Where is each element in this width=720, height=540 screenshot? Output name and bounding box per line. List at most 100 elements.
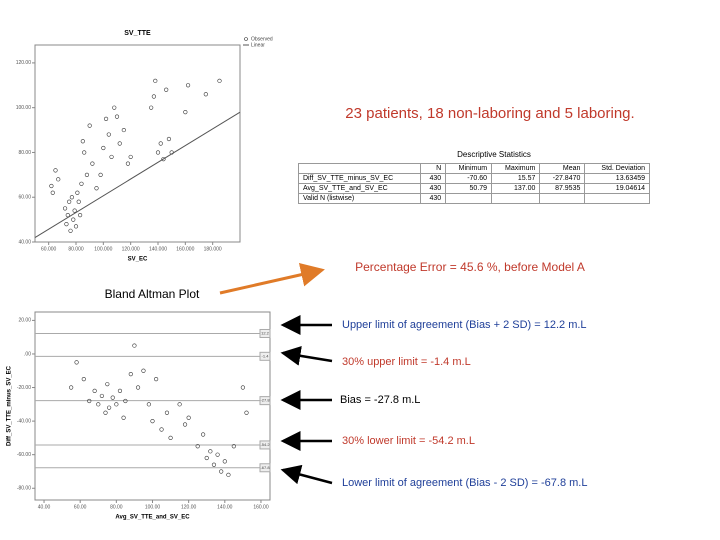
annotation: 30% lower limit = -54.2 m.L bbox=[342, 435, 475, 447]
table-header: N Minimum Maximum Mean Std. Deviation bbox=[298, 163, 650, 174]
reference-box bbox=[259, 440, 271, 450]
point bbox=[99, 393, 104, 399]
stats-table: N Minimum Maximum Mean Std. Deviation Diff_SV… bbox=[298, 163, 650, 204]
point bbox=[183, 110, 188, 115]
point bbox=[146, 402, 151, 407]
table-cell: 430 bbox=[419, 193, 447, 204]
y-tick-label: 40.00 bbox=[18, 239, 31, 245]
point bbox=[121, 415, 126, 420]
point bbox=[168, 435, 173, 440]
point bbox=[74, 360, 79, 365]
table-cell: 430 bbox=[419, 183, 447, 194]
point bbox=[155, 150, 161, 155]
point bbox=[149, 105, 154, 110]
point bbox=[87, 398, 92, 404]
x-tick-label: 100.000 bbox=[94, 246, 112, 252]
point bbox=[103, 116, 109, 121]
table-cell bbox=[445, 193, 493, 204]
header-cell: Maximum bbox=[491, 163, 541, 174]
point bbox=[82, 150, 87, 155]
reference-box bbox=[259, 351, 271, 361]
point bbox=[204, 455, 209, 461]
x-tick-label: 120.000 bbox=[122, 246, 140, 252]
table-cell: Diff_SV_TTE_minus_SV_EC bbox=[298, 173, 421, 184]
arrow bbox=[219, 262, 325, 295]
point bbox=[62, 206, 68, 211]
bland-altman-label: Bland Altman Plot bbox=[105, 287, 200, 301]
y-axis-label: Diff_SV_TTE_minus_SV_EC bbox=[7, 365, 13, 446]
point bbox=[75, 190, 80, 195]
point bbox=[77, 213, 83, 218]
x-tick-label: 40.00 bbox=[38, 504, 51, 510]
x-axis-label: Avg_SV_TTE_and_SV_EC bbox=[115, 515, 190, 521]
y-tick-label: 100.00 bbox=[16, 105, 32, 111]
y-tick-label: -60.00 bbox=[17, 452, 31, 458]
point bbox=[80, 139, 85, 144]
point bbox=[81, 377, 86, 382]
point bbox=[158, 141, 163, 146]
point bbox=[114, 114, 120, 119]
point bbox=[106, 132, 111, 137]
point bbox=[150, 419, 155, 424]
y-tick-label: 120.00 bbox=[16, 60, 32, 66]
point bbox=[231, 444, 236, 449]
point bbox=[105, 382, 110, 387]
point bbox=[69, 385, 74, 390]
point bbox=[186, 415, 191, 420]
table-cell bbox=[584, 193, 650, 204]
x-tick-label: 160.00 bbox=[253, 504, 269, 510]
y-tick-label: -80.00 bbox=[17, 486, 31, 492]
table-row: Valid N (listwise) 430 bbox=[298, 193, 650, 204]
x-tick-label: 180.000 bbox=[204, 246, 222, 252]
point bbox=[114, 402, 119, 407]
point bbox=[50, 190, 55, 195]
x-tick-label: 60.00 bbox=[74, 504, 87, 510]
table-cell: 50.79 bbox=[445, 183, 493, 194]
point bbox=[182, 422, 188, 427]
point bbox=[94, 186, 99, 191]
point bbox=[92, 388, 97, 393]
table-row: Avg_SV_TTE_and_SV_EC 430 50.79 137.00 87.953… bbox=[298, 183, 650, 194]
point bbox=[110, 395, 115, 400]
point bbox=[201, 432, 206, 437]
y-tick-label: .00 bbox=[24, 351, 31, 357]
point bbox=[203, 92, 208, 97]
table-cell bbox=[491, 193, 541, 204]
point bbox=[185, 83, 191, 88]
table-cell: 87.9535 bbox=[539, 183, 586, 194]
point bbox=[132, 343, 137, 348]
point bbox=[84, 172, 90, 177]
point bbox=[64, 221, 69, 227]
table-cell: Avg_SV_TTE_and_SV_EC bbox=[298, 183, 421, 194]
point bbox=[166, 136, 172, 142]
table-row: Diff_SV_TTE_minus_SV_EC 430 -70.60 15.57 -27… bbox=[298, 173, 650, 184]
point bbox=[217, 78, 222, 83]
reference-label: -1.4 bbox=[262, 353, 270, 358]
point bbox=[128, 372, 133, 377]
point bbox=[208, 449, 213, 454]
point bbox=[244, 410, 249, 415]
reference-label: 12.2 bbox=[261, 331, 270, 336]
point bbox=[117, 388, 123, 393]
reference-label: -27.8 bbox=[260, 398, 270, 403]
fit-line bbox=[34, 111, 241, 238]
point bbox=[123, 398, 128, 404]
point bbox=[135, 385, 141, 390]
y-tick-label: 80.00 bbox=[18, 150, 31, 156]
point bbox=[68, 228, 73, 233]
point bbox=[76, 199, 81, 204]
header-cell: Minimum bbox=[445, 163, 493, 174]
arrow bbox=[280, 464, 333, 485]
y-tick-label: -20.00 bbox=[17, 385, 31, 391]
reference-label: -67.8 bbox=[260, 465, 270, 470]
point bbox=[109, 154, 114, 160]
plot-area bbox=[34, 44, 241, 243]
legend-label: Observed bbox=[251, 36, 273, 42]
table-cell: Valid N (listwise) bbox=[298, 193, 421, 204]
point bbox=[219, 469, 224, 474]
point bbox=[164, 87, 169, 92]
plot-area bbox=[34, 311, 271, 501]
headline: 23 patients, 18 non-laboring and 5 labor… bbox=[345, 105, 634, 122]
